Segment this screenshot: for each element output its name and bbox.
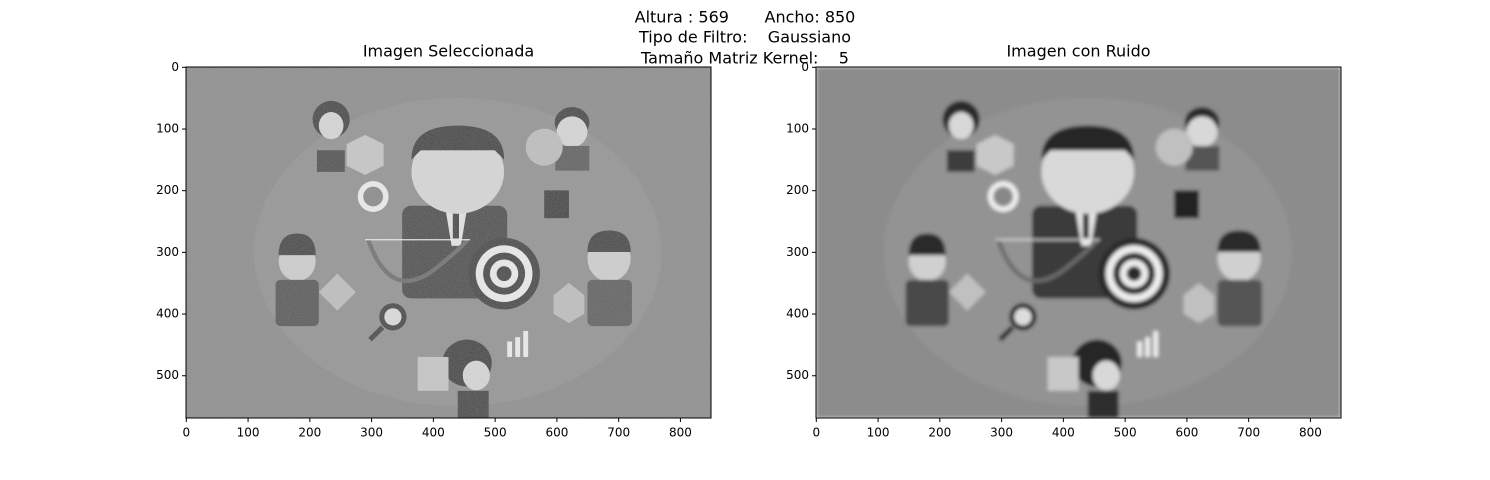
x-tick-label: 100 (237, 426, 260, 440)
x-tick-label: 300 (360, 426, 383, 440)
x-tick-label: 500 (1114, 426, 1137, 440)
y-tick-label: 0 (171, 60, 179, 74)
suptitle-line: Altura : 569 Ancho: 850 (635, 8, 856, 27)
image-content (186, 67, 711, 418)
x-tick-label: 0 (182, 426, 190, 440)
image (186, 67, 711, 418)
y-tick-label: 300 (786, 245, 809, 259)
x-tick-label: 400 (422, 426, 445, 440)
x-tick-label: 500 (484, 426, 507, 440)
suptitle-line: Tipo de Filtro: Gaussiano (638, 28, 851, 47)
axes-title: Imagen Seleccionada (363, 42, 534, 61)
axes-frame (185, 66, 712, 419)
y-tick-label: 100 (786, 121, 809, 135)
y-tick-label: 400 (786, 307, 809, 321)
x-tick-label: 600 (545, 426, 568, 440)
x-tick-label: 800 (1299, 426, 1322, 440)
x-tick-label: 100 (867, 426, 890, 440)
image-content (816, 67, 1341, 418)
y-tick-label: 500 (786, 368, 809, 382)
suptitle-line: Tamaño Matriz Kernel: 5 (640, 49, 849, 68)
x-tick-label: 0 (812, 426, 820, 440)
x-tick-label: 400 (1052, 426, 1075, 440)
image (816, 67, 1341, 418)
y-tick-label: 200 (786, 183, 809, 197)
x-tick-label: 600 (1175, 426, 1198, 440)
y-tick-label: 300 (156, 245, 179, 259)
x-tick-label: 700 (1237, 426, 1260, 440)
y-tick-label: 0 (801, 60, 809, 74)
suptitle: Altura : 569 Ancho: 850 Tipo de Filtro: … (635, 8, 856, 68)
x-tick-label: 700 (607, 426, 630, 440)
x-tick-label: 200 (928, 426, 951, 440)
axes-frame (815, 66, 1342, 419)
x-tick-label: 300 (990, 426, 1013, 440)
axes-title: Imagen con Ruido (1006, 42, 1150, 61)
y-tick-label: 400 (156, 307, 179, 321)
y-tick-label: 100 (156, 121, 179, 135)
y-tick-label: 500 (156, 368, 179, 382)
x-tick-label: 800 (669, 426, 692, 440)
x-tick-label: 200 (298, 426, 321, 440)
y-tick-label: 200 (156, 183, 179, 197)
